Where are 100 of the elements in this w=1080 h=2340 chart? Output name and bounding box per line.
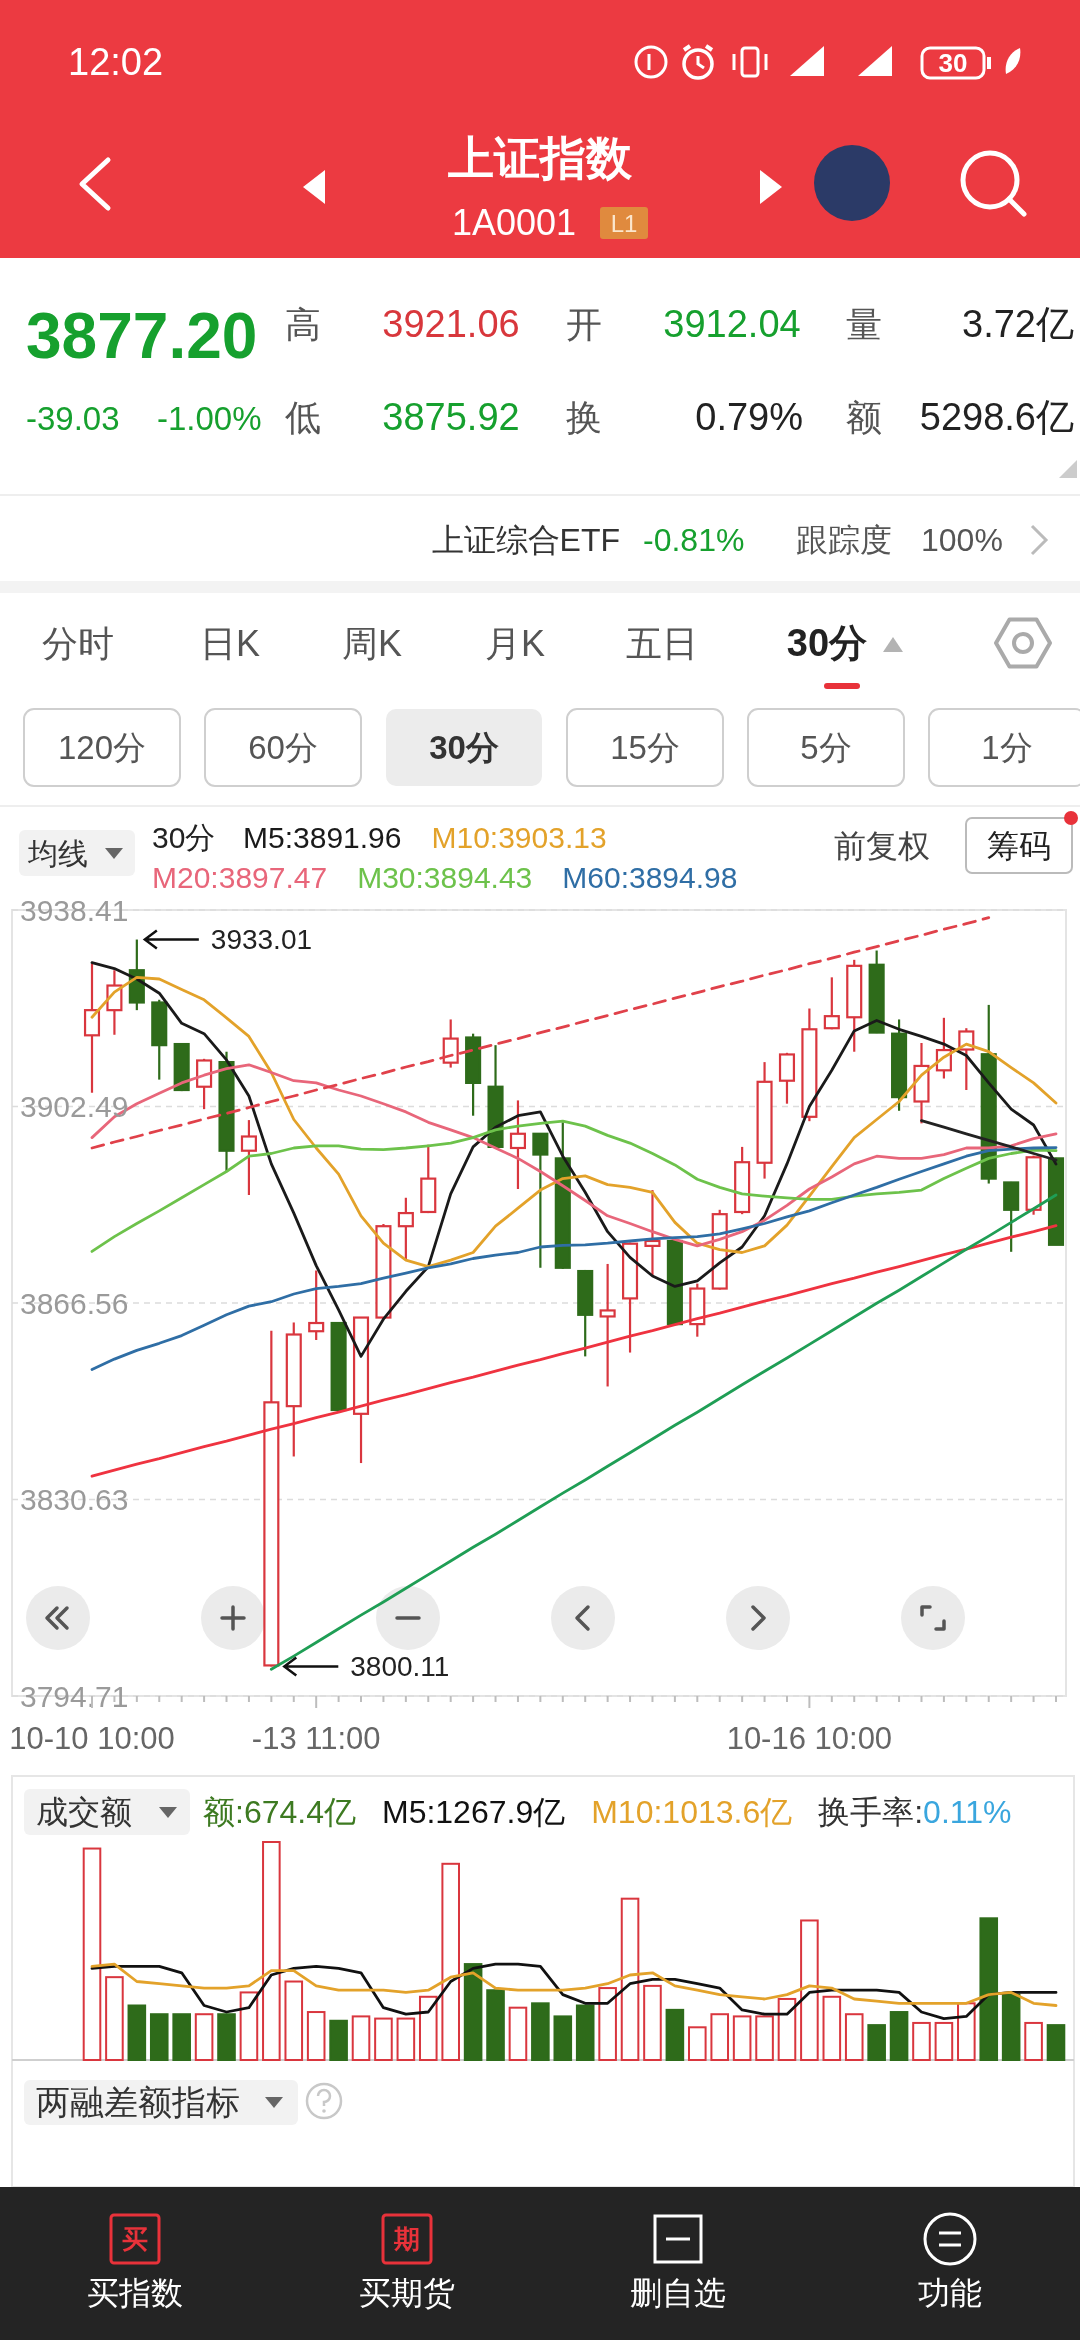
text: M20:3897.47 xyxy=(152,860,328,894)
bar xyxy=(1024,2021,1043,2061)
text: 0.79% xyxy=(695,396,803,438)
candlestick xyxy=(240,1118,257,1197)
text: 5298.6亿 xyxy=(919,396,1074,438)
text: 3912.04 xyxy=(663,303,801,345)
text: 分时 xyxy=(42,622,114,664)
candlestick xyxy=(599,1262,616,1388)
y-tick-label: 3866.56 xyxy=(20,1286,129,1320)
text: 5分 xyxy=(800,728,852,766)
candlestick xyxy=(509,1099,526,1191)
bar xyxy=(82,1847,102,2061)
text: 日K xyxy=(199,622,261,664)
bar xyxy=(262,1841,281,2061)
candlestick xyxy=(644,1189,661,1278)
bar xyxy=(867,2024,886,2061)
bar xyxy=(239,1991,259,2061)
bar xyxy=(105,1976,124,2061)
bar xyxy=(777,1997,797,2061)
bar xyxy=(531,2002,550,2061)
text: 额 xyxy=(846,396,882,438)
text: -1.00% xyxy=(157,399,262,437)
text: 30 xyxy=(938,48,968,78)
bar xyxy=(912,2021,931,2061)
bar xyxy=(1046,2024,1066,2061)
text: 功能 xyxy=(918,2275,982,2311)
y-tick-label: 3938.41 xyxy=(20,893,129,927)
candlestick xyxy=(823,976,840,1031)
y-tick-label: 3830.63 xyxy=(20,1483,129,1517)
bar xyxy=(374,2017,393,2061)
x-tick-label: 10-16 10:00 xyxy=(726,1720,893,1756)
text: M30:3894.43 xyxy=(357,860,533,894)
text: 开 xyxy=(566,303,602,345)
text: 15分 xyxy=(610,728,680,766)
candlestick xyxy=(397,1196,414,1262)
bar xyxy=(217,2013,236,2061)
bar xyxy=(194,2013,214,2061)
text: M10:3903.13 xyxy=(431,820,607,854)
text: 1A0001 xyxy=(451,201,577,243)
bar xyxy=(665,2008,685,2061)
bar xyxy=(575,2004,595,2061)
text: 删自选 xyxy=(630,2275,726,2311)
bar xyxy=(643,1984,662,2061)
bar xyxy=(889,2011,909,2061)
text: M10:1013.6亿 xyxy=(591,1794,793,1830)
bar xyxy=(306,2011,326,2061)
text: 买 xyxy=(122,2224,148,2254)
y-tick-label: 3794.71 xyxy=(20,1679,129,1713)
text: 120分 xyxy=(57,728,147,766)
bar xyxy=(127,2004,147,2061)
text: 3877.20 xyxy=(26,300,258,372)
text: 两融差额指标 xyxy=(36,2083,240,2121)
bar xyxy=(957,2002,976,2061)
bar xyxy=(598,1987,617,2061)
bar xyxy=(463,1963,483,2061)
bar xyxy=(172,2013,191,2061)
bar xyxy=(441,1862,460,2061)
text: 高 xyxy=(285,303,321,345)
bar xyxy=(396,2017,416,2061)
text: 周K xyxy=(341,622,403,664)
text: 低 xyxy=(285,396,321,438)
text: 换手率:0.11% xyxy=(818,1794,1012,1830)
candlestick xyxy=(308,1269,325,1342)
bar xyxy=(620,1897,640,2061)
bar xyxy=(822,1995,842,2061)
bar xyxy=(732,2015,752,2061)
text: 3921.06 xyxy=(382,303,520,345)
text: 换 xyxy=(566,396,602,438)
text: 跟踪度 xyxy=(796,522,892,558)
text: 100% xyxy=(921,522,1003,558)
bar xyxy=(800,1919,819,2061)
text: L1 xyxy=(610,209,638,237)
text: 上证综合ETF xyxy=(431,522,620,558)
text: 额:674.4亿 xyxy=(203,1794,356,1830)
line-series xyxy=(90,1119,1058,1253)
text: 60分 xyxy=(248,728,318,766)
bar xyxy=(688,2026,707,2061)
bar xyxy=(149,2013,169,2061)
text: 1分 xyxy=(981,728,1033,766)
bar xyxy=(329,2019,348,2061)
bar xyxy=(710,2013,730,2061)
x-tick-label: -13 11:00 xyxy=(251,1720,381,1756)
text: 量 xyxy=(846,303,882,345)
text: 上证指数 xyxy=(448,132,633,184)
text: 前复权 xyxy=(834,828,930,864)
bar xyxy=(934,2021,954,2061)
text: 五日 xyxy=(626,622,698,664)
text: M60:3894.98 xyxy=(562,860,738,894)
text: 筹码 xyxy=(987,828,1051,864)
x-tick-label: 10-10 10:00 xyxy=(9,1720,175,1756)
annotation: 3933.01 xyxy=(210,924,313,956)
text: 12:02 xyxy=(68,41,164,83)
text: 均线 xyxy=(27,836,88,870)
bar xyxy=(553,2015,573,2061)
annotation: 3800.11 xyxy=(350,1650,450,1682)
text: 期 xyxy=(393,2224,420,2254)
bar xyxy=(844,2013,864,2061)
text: 买期货 xyxy=(359,2275,455,2311)
bar xyxy=(508,2006,528,2061)
bar xyxy=(351,2015,371,2061)
